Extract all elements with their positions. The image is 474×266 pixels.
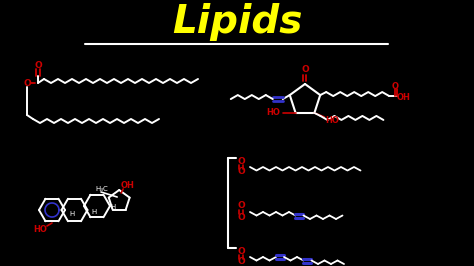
Text: HO: HO: [33, 226, 47, 235]
Text: H: H: [110, 204, 116, 210]
Text: OH: OH: [396, 93, 410, 102]
Text: O: O: [391, 82, 398, 90]
Text: O: O: [237, 213, 245, 222]
Text: O: O: [23, 78, 31, 88]
Text: H₃C: H₃C: [96, 186, 109, 192]
Text: HO: HO: [326, 117, 339, 126]
Text: OH: OH: [120, 181, 134, 190]
Text: O: O: [237, 168, 245, 177]
Text: O: O: [34, 60, 42, 69]
Text: O: O: [301, 65, 309, 74]
Text: O: O: [237, 202, 245, 210]
Text: H: H: [91, 209, 97, 215]
Text: Lipids: Lipids: [172, 3, 302, 41]
Text: O: O: [237, 257, 245, 266]
Text: HO: HO: [267, 109, 281, 118]
Text: O: O: [237, 247, 245, 256]
Text: H: H: [70, 211, 75, 217]
Text: O: O: [237, 156, 245, 165]
